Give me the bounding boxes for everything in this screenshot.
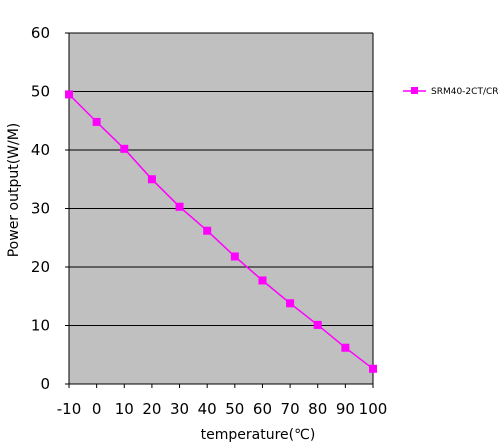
x-tick-label: 80	[308, 400, 327, 418]
x-tick-label: 10	[115, 400, 134, 418]
legend-label: SRM40-2CT/CR	[431, 87, 499, 97]
data-point	[147, 175, 156, 184]
x-tick-labels: -10 0 10 20 30 40 50 60 70 80 90 100	[57, 384, 388, 418]
data-point	[175, 202, 184, 211]
series-line	[68, 93, 374, 370]
y-tick-label: 10	[31, 317, 50, 335]
series-layer	[65, 90, 377, 373]
y-axis-title: Power output(W/M)	[6, 123, 22, 258]
data-point	[92, 117, 101, 126]
y-tick-label: 60	[31, 24, 50, 42]
data-point	[286, 299, 295, 308]
x-tick-label: 50	[225, 400, 244, 418]
x-tick-label: -10	[57, 400, 82, 418]
x-axis-title: temperature(℃)	[201, 427, 316, 443]
y-tick-label: 20	[31, 258, 50, 276]
y-tick-labels: 0 10 20 30 40 50 60	[31, 24, 69, 393]
data-point	[369, 364, 377, 373]
x-tick-label: 90	[336, 400, 355, 418]
data-point	[258, 276, 267, 285]
data-point	[230, 252, 239, 261]
data-point	[341, 343, 350, 352]
data-point	[65, 90, 73, 99]
x-tick-label: 0	[92, 400, 102, 418]
legend-marker	[411, 87, 418, 94]
x-tick-label: 40	[198, 400, 217, 418]
legend: SRM40-2CT/CR	[403, 87, 499, 97]
data-point	[203, 226, 212, 235]
y-tick-label: 40	[31, 141, 50, 159]
data-point	[313, 320, 322, 329]
y-tick-label: 50	[31, 83, 50, 101]
x-tick-label: 60	[253, 400, 272, 418]
x-tick-label: 70	[281, 400, 300, 418]
x-tick-label: 100	[359, 400, 388, 418]
x-tick-label: 30	[170, 400, 189, 418]
y-tick-label: 30	[31, 200, 50, 218]
y-tick-label: 0	[40, 375, 50, 393]
x-tick-label: 20	[142, 400, 161, 418]
data-point	[120, 144, 129, 153]
